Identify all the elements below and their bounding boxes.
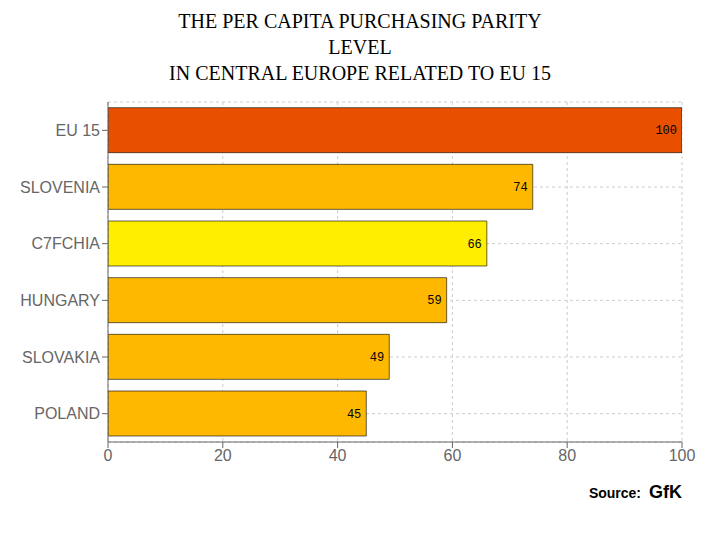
svg-text:60: 60	[444, 447, 462, 464]
html-text:GfK: GfK	[649, 482, 682, 502]
svg-text:49: 49	[370, 351, 384, 365]
svg-text:HUNGARY: HUNGARY	[20, 292, 100, 309]
svg-text:40: 40	[329, 447, 347, 464]
svg-text:C7FCHIA: C7FCHIA	[32, 235, 101, 252]
svg-text:45: 45	[347, 408, 361, 422]
svg-text:66: 66	[467, 238, 481, 252]
svg-text:80: 80	[558, 447, 576, 464]
svg-text:100: 100	[669, 447, 696, 464]
html-text:LEVEL: LEVEL	[328, 36, 392, 58]
svg-text:SLOVAKIA: SLOVAKIA	[22, 349, 100, 366]
svg-text:100: 100	[655, 124, 677, 138]
svg-text:SLOVENIA: SLOVENIA	[20, 179, 100, 196]
svg-text:20: 20	[214, 447, 232, 464]
svg-text:EU 15: EU 15	[56, 122, 101, 139]
svg-text:74: 74	[513, 181, 527, 195]
svg-text:0: 0	[104, 447, 113, 464]
html-text:IN CENTRAL EUROPE RELATED TO E: IN CENTRAL EUROPE RELATED TO EU 15	[169, 62, 551, 84]
html-text:Source:: Source:	[588, 484, 641, 501]
svg-text:POLAND: POLAND	[34, 405, 100, 422]
html-text:THE PER CAPITA PURCHASING PARI: THE PER CAPITA PURCHASING PARITY	[178, 10, 542, 32]
svg-text:59: 59	[427, 294, 441, 308]
